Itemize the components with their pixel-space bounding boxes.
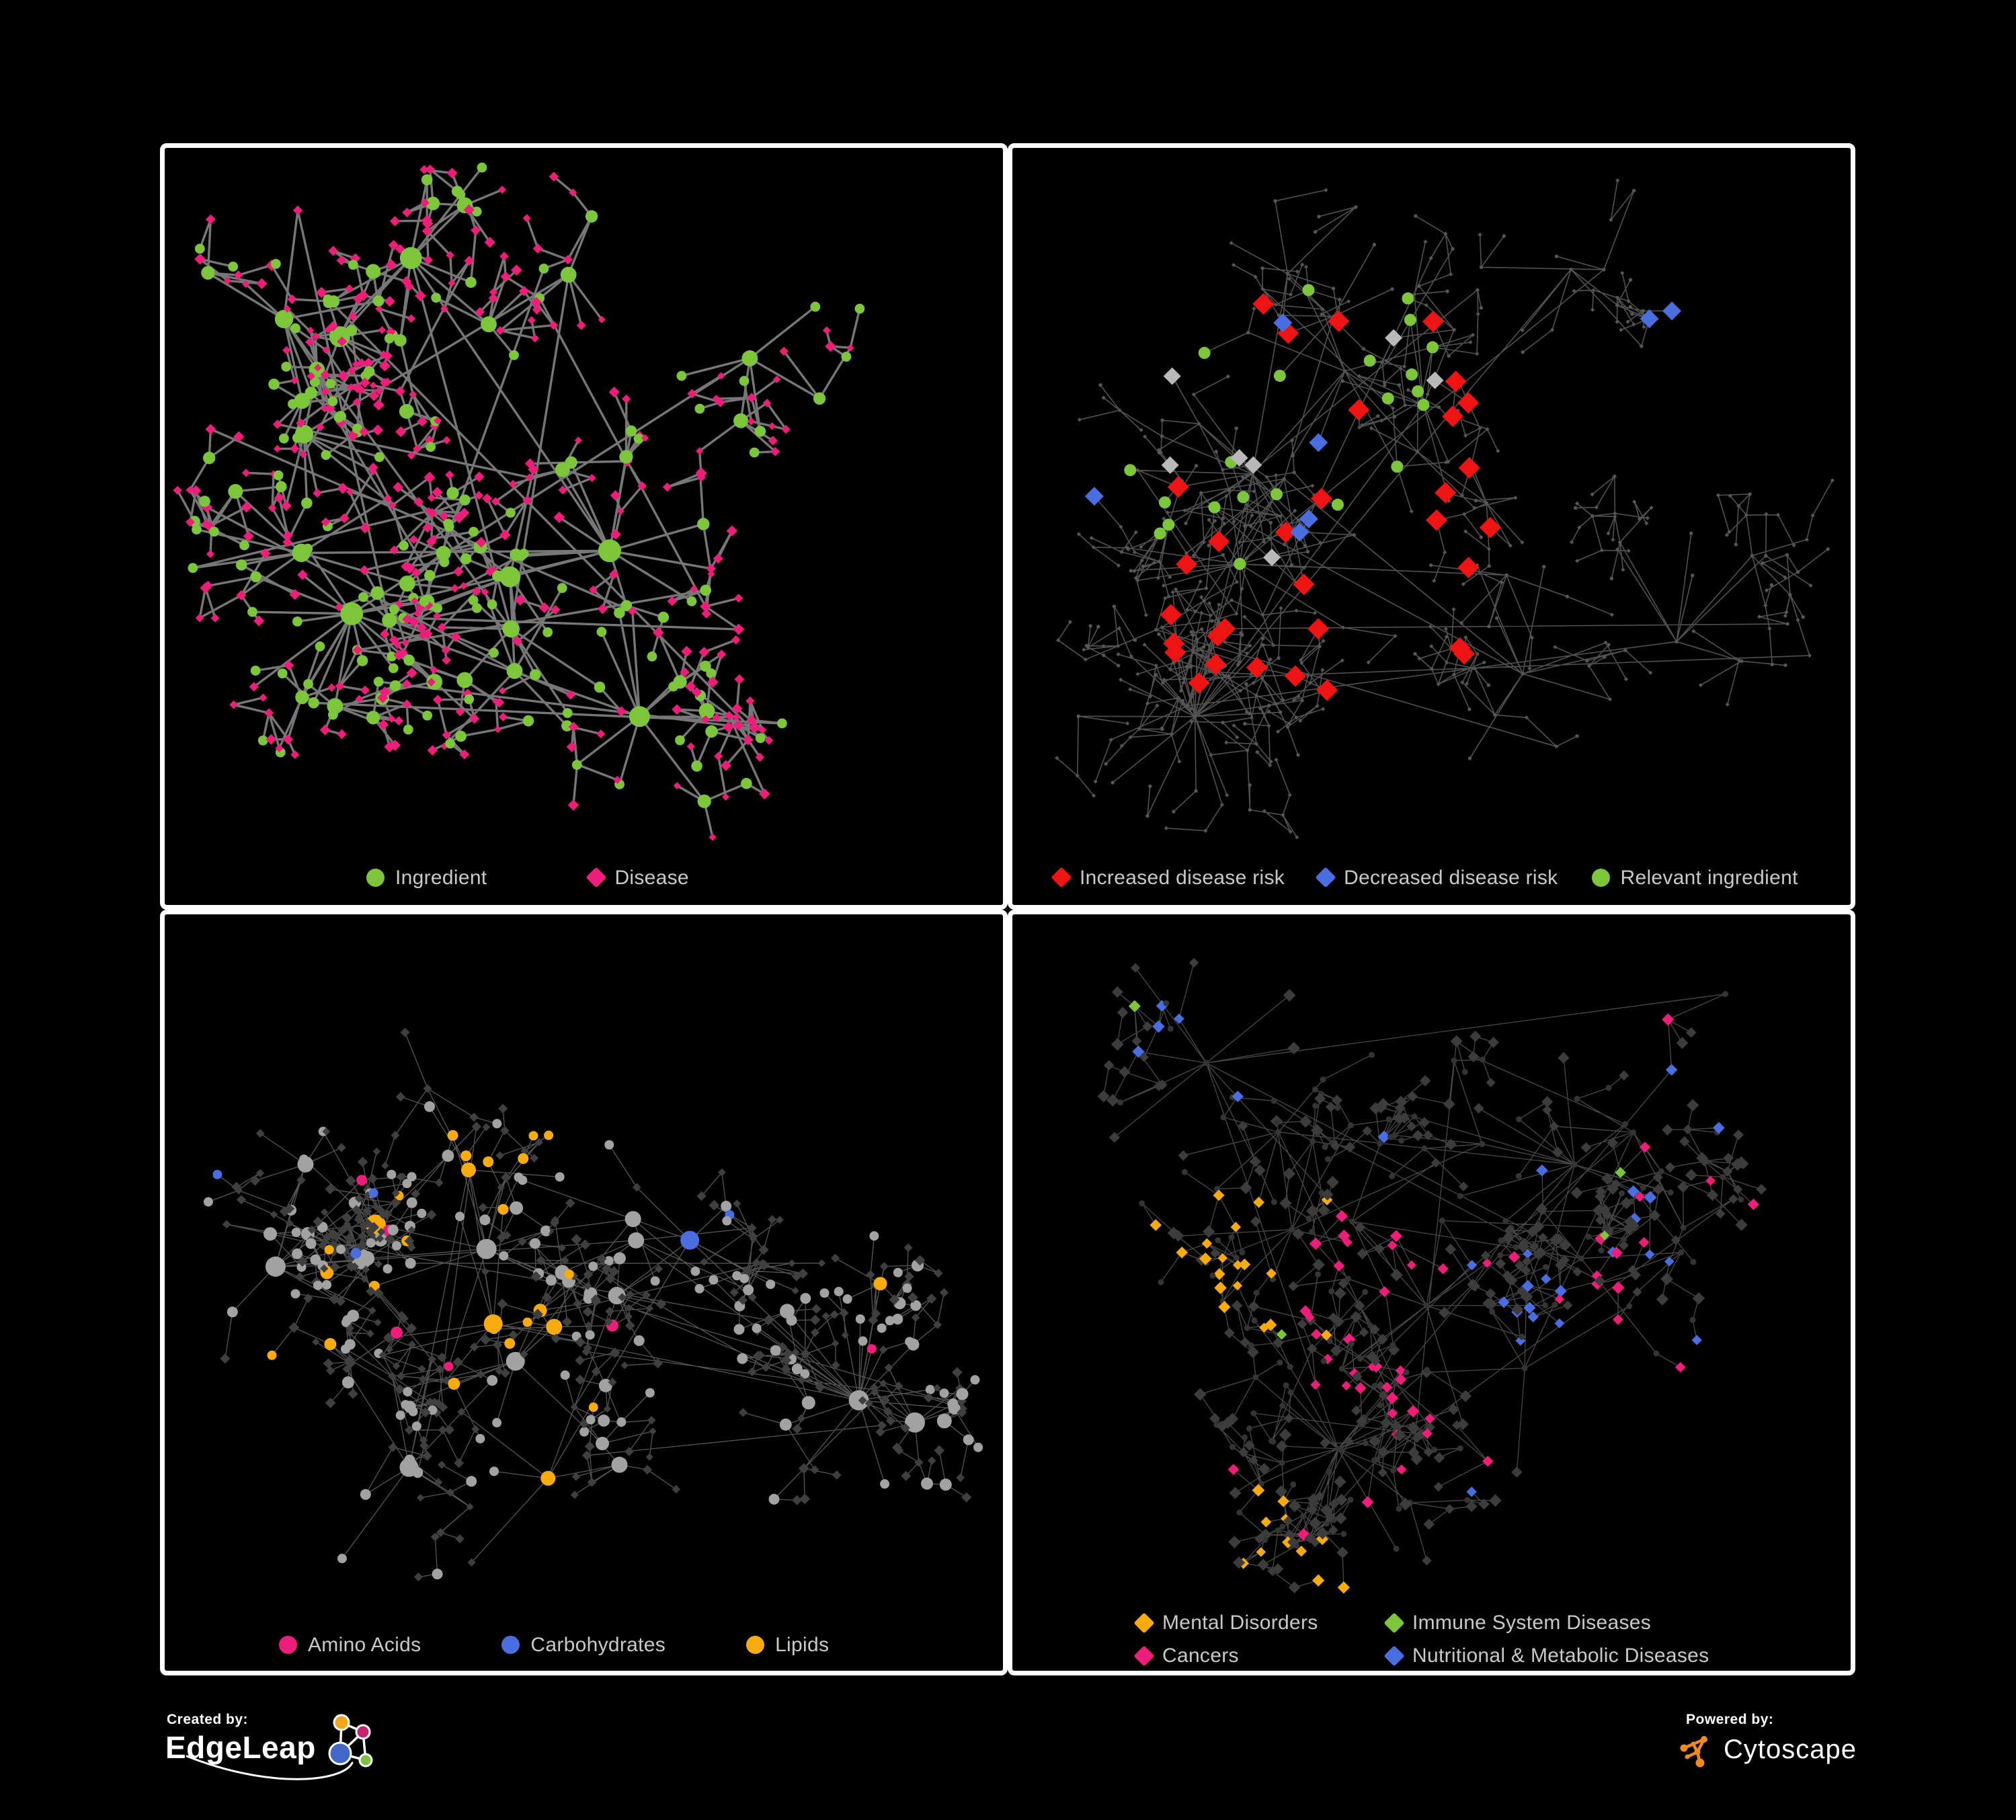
cancers-diamond-marker [1133,1645,1155,1667]
legend-label: Lipids [775,1634,830,1656]
ingredient-disease-network-svg [173,162,865,841]
immune-diseases-diamond-marker [1383,1612,1405,1634]
increased-risk-diamond-marker [1051,867,1072,888]
legend-item-disease: Disease [586,866,689,889]
legend-label: Nutritional & Metabolic Diseases [1412,1645,1709,1667]
nutrient-class-network-svg [203,1027,983,1581]
legend-label: Decreased disease risk [1344,866,1558,889]
legend-item-ingredient: Ingredient [366,867,487,889]
legend-nutrient-classes: Amino Acids Carbohydrates Lipids [279,1634,829,1656]
panel-ingredient-disease-network: Ingredient Disease [160,143,1008,910]
lipids-circle-marker [746,1636,765,1654]
relevant-ingredient-circle-marker [1591,868,1610,887]
legend-item-nutritional-metabolic-diseases: Nutritional & Metabolic Diseases [1383,1645,1709,1667]
figure-grid: Ingredient Disease Increased disease ris… [160,143,1855,1675]
panel-disease-class-network: Mental Disorders Immune System Diseases … [1008,909,1855,1675]
disease-risk-network-svg [1055,178,1834,840]
cytoscape-wordmark: Cytoscape [1724,1735,1857,1764]
edgeleap-credit: Created by: EdgeLeap [165,1712,378,1780]
panel-nutrient-class-network: Amino Acids Carbohydrates Lipids [160,909,1008,1675]
disease-class-network-svg [1097,957,1767,1593]
powered-by-label: Powered by: [1686,1712,1774,1727]
legend-item-decreased-risk: Decreased disease risk [1315,866,1558,889]
legend-label: Relevant ingredient [1620,866,1798,889]
legend-label: Carbohydrates [530,1634,666,1656]
legend-item-increased-risk: Increased disease risk [1051,866,1285,889]
disease-diamond-marker [586,867,607,888]
panel-disease-risk-network: Increased disease risk Decreased disease… [1008,143,1855,910]
decreased-risk-diamond-marker [1315,867,1336,888]
legend-label: Amino Acids [308,1634,421,1656]
legend-disease-risk: Increased disease risk Decreased disease… [1051,866,1798,889]
created-by-label: Created by: [167,1712,249,1727]
cytoscape-logo-icon [1680,1736,1707,1768]
legend-item-carbohydrates: Carbohydrates [501,1634,666,1656]
legend-item-cancers: Cancers [1133,1645,1387,1667]
legend-item-mental-disorders: Mental Disorders [1133,1612,1387,1634]
nutritional-metabolic-diamond-marker [1383,1645,1405,1667]
legend-ingredient-disease: Ingredient Disease [366,867,689,889]
legend-label: Ingredient [395,866,487,889]
legend-label: Increased disease risk [1080,866,1285,889]
legend-label: Mental Disorders [1162,1612,1318,1634]
mental-disorders-diamond-marker [1133,1612,1155,1634]
edgeleap-wordmark: EdgeLeap [165,1730,316,1765]
ingredient-circle-marker [366,868,385,887]
legend-label: Cancers [1162,1645,1239,1667]
cytoscape-credit: Powered by: Cytoscape [1679,1712,1857,1770]
legend-label: Immune System Diseases [1412,1612,1652,1634]
legend-disease-classes: Mental Disorders Immune System Diseases … [1133,1612,1709,1667]
legend-item-relevant-ingredient: Relevant ingredient [1591,866,1798,889]
legend-item-lipids: Lipids [746,1634,829,1656]
carbohydrates-circle-marker [501,1636,520,1654]
legend-item-immune-system-diseases: Immune System Diseases [1383,1612,1709,1634]
legend-item-amino-acids: Amino Acids [279,1634,421,1656]
edgeleap-logo-icon [186,1714,373,1780]
legend-label: Disease [614,866,689,889]
amino-acids-circle-marker [279,1636,297,1654]
